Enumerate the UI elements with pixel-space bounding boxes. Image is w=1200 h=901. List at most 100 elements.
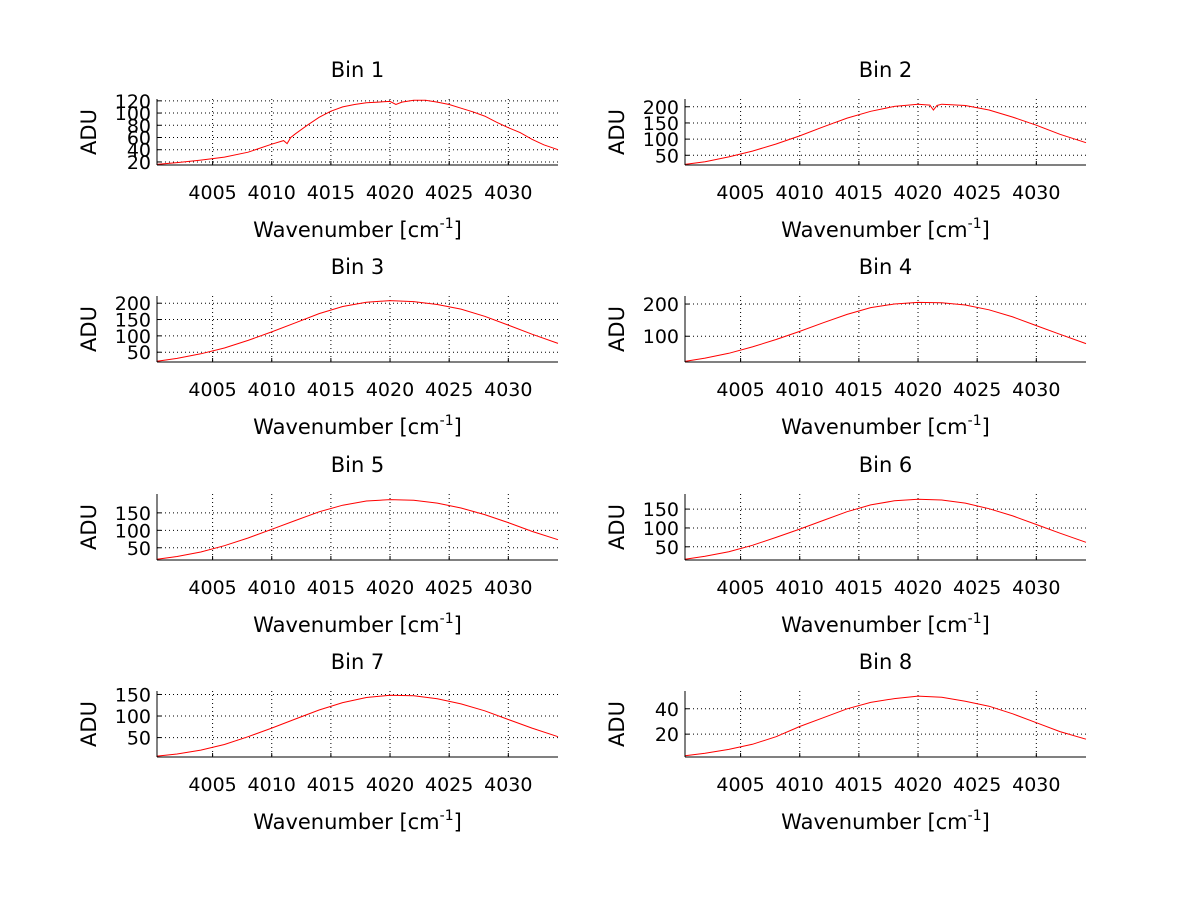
x-axis-label-main: Wavenumber [cm (781, 415, 967, 439)
subplot-title: Bin 8 (859, 650, 913, 674)
x-tick-label: 4025 (953, 379, 1001, 401)
y-tick-label: 40 (127, 140, 151, 162)
y-axis-label: ADU (605, 109, 629, 155)
y-axis-label: ADU (605, 504, 629, 550)
x-tick-label: 4015 (835, 577, 883, 599)
subplot-title: Bin 5 (331, 453, 385, 477)
x-tick-label: 4030 (1012, 577, 1060, 599)
y-tick-label: 100 (115, 706, 151, 728)
series-line-bin-7 (156, 694, 559, 757)
x-axis-label: Wavenumber [cm-1] (781, 413, 990, 439)
x-axis-label-end: ] (982, 613, 990, 637)
subplot-title: Bin 4 (859, 255, 913, 279)
series-line-bin-4 (684, 301, 1087, 362)
subplot-bin-8: 4005 4010 4015 4020 4025 4030 20 40 Bin 8 ADU Wave… (605, 650, 1087, 834)
subplot-bin-4: 4005 4010 4015 4020 4025 4030 100 200 Bin 4 ADU Wa… (605, 255, 1087, 439)
y-tick-label: 100 (643, 518, 679, 540)
x-tick-label: 4010 (248, 379, 296, 401)
y-tick-label: 200 (115, 293, 151, 315)
x-axis-label-main: Wavenumber [cm (781, 810, 967, 834)
x-tick-label: 4005 (716, 379, 764, 401)
x-tick-label: 4020 (894, 182, 942, 204)
y-tick-label: 150 (115, 310, 151, 332)
x-axis-label-end: ] (454, 613, 462, 637)
x-tick-label: 4030 (484, 577, 532, 599)
x-axis-label: Wavenumber [cm-1] (781, 216, 990, 242)
x-tick-label: 4025 (953, 774, 1001, 796)
x-tick-label: 4030 (1012, 182, 1060, 204)
x-tick-label: 4020 (366, 774, 414, 796)
x-tick-label: 4015 (835, 182, 883, 204)
x-tick-label: 4010 (248, 774, 296, 796)
y-tick-label: 200 (643, 97, 679, 119)
x-tick-label: 4010 (776, 379, 824, 401)
y-tick-label: 200 (643, 294, 679, 316)
subplot-title: Bin 3 (331, 255, 385, 279)
y-tick-label: 150 (643, 113, 679, 135)
x-axis-label-superscript: -1 (968, 808, 982, 824)
x-axis-label-end: ] (454, 218, 462, 242)
x-tick-label: 4010 (248, 577, 296, 599)
y-tick-label: 100 (115, 520, 151, 542)
x-axis-label: Wavenumber [cm-1] (253, 808, 462, 834)
y-tick-label: 50 (127, 342, 151, 364)
x-tick-label: 4015 (307, 577, 355, 599)
x-axis-label: Wavenumber [cm-1] (253, 611, 462, 637)
x-axis-label-main: Wavenumber [cm (253, 218, 439, 242)
y-tick-label: 20 (655, 724, 679, 746)
x-tick-label: 4010 (248, 182, 296, 204)
y-tick-label: 100 (115, 326, 151, 348)
x-axis-label: Wavenumber [cm-1] (781, 808, 990, 834)
x-tick-label: 4005 (716, 577, 764, 599)
y-tick-label: 20 (127, 152, 151, 174)
y-axis-label: ADU (77, 109, 101, 155)
y-axis-label: ADU (605, 701, 629, 747)
x-tick-label: 4005 (188, 577, 236, 599)
x-tick-label: 4020 (894, 379, 942, 401)
x-axis-label-superscript: -1 (968, 413, 982, 429)
x-tick-label: 4015 (835, 379, 883, 401)
x-tick-label: 4025 (425, 774, 473, 796)
x-tick-label: 4005 (188, 379, 236, 401)
x-axis-label-superscript: -1 (968, 611, 982, 627)
x-axis-label-superscript: -1 (968, 216, 982, 232)
y-tick-label: 120 (115, 91, 151, 113)
y-tick-label: 50 (127, 728, 151, 750)
x-tick-label: 4015 (307, 182, 355, 204)
x-tick-label: 4020 (894, 774, 942, 796)
series-line-bin-8 (684, 695, 1087, 757)
x-axis-label-main: Wavenumber [cm (781, 218, 967, 242)
x-axis-label-superscript: -1 (440, 611, 454, 627)
x-tick-label: 4020 (366, 182, 414, 204)
x-tick-label: 4030 (1012, 774, 1060, 796)
x-axis-label: Wavenumber [cm-1] (781, 611, 990, 637)
x-axis-label-end: ] (982, 810, 990, 834)
x-tick-label: 4005 (716, 774, 764, 796)
series-line-bin-3 (156, 300, 559, 362)
x-tick-label: 4005 (188, 774, 236, 796)
x-axis-label-main: Wavenumber [cm (253, 810, 439, 834)
y-axis-label: ADU (77, 701, 101, 747)
subplot-title: Bin 6 (859, 453, 913, 477)
x-axis-label: Wavenumber [cm-1] (253, 216, 462, 242)
y-tick-label: 150 (115, 684, 151, 706)
x-axis-label-main: Wavenumber [cm (781, 613, 967, 637)
y-tick-label: 150 (115, 503, 151, 525)
subplot-title: Bin 1 (331, 58, 385, 82)
x-tick-label: 4015 (307, 379, 355, 401)
x-tick-label: 4020 (366, 379, 414, 401)
x-tick-label: 4030 (484, 182, 532, 204)
x-tick-label: 4015 (307, 774, 355, 796)
x-axis-label-end: ] (982, 415, 990, 439)
subplot-title: Bin 7 (331, 650, 385, 674)
series-line-bin-6 (684, 498, 1087, 560)
y-tick-label: 50 (655, 537, 679, 559)
x-tick-label: 4005 (188, 182, 236, 204)
y-tick-label: 40 (655, 699, 679, 721)
x-tick-label: 4030 (484, 379, 532, 401)
